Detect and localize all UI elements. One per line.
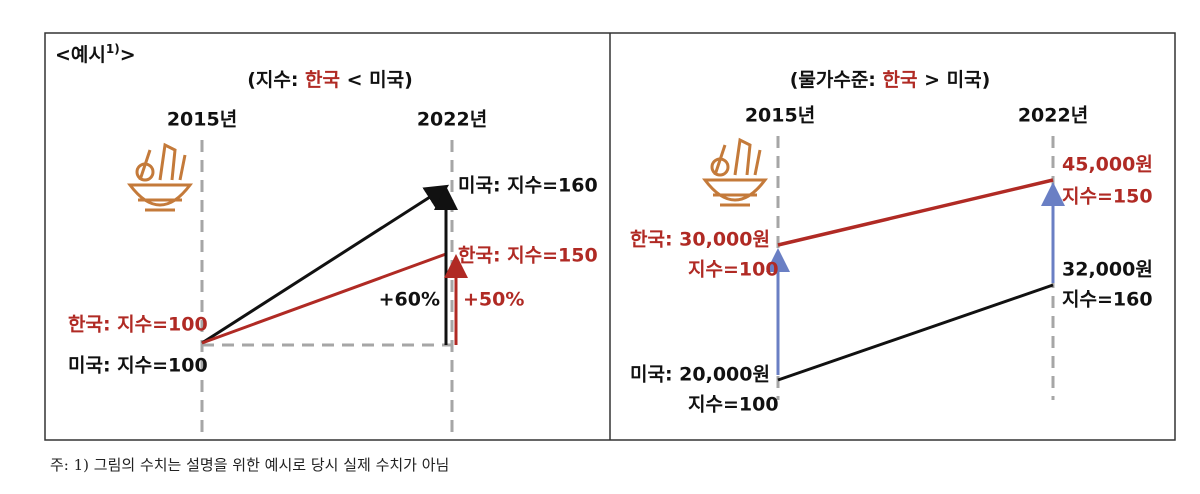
subtitle: (지수: 한국 < 미국): [247, 69, 413, 91]
kr-end-label: 한국: 지수=150: [458, 245, 598, 267]
subtitle-rest: > 미국): [918, 69, 991, 91]
footnote: 주: 1) 그림의 수치는 설명을 위한 예시로 당시 실제 수치가 아님: [50, 456, 449, 474]
subtitle-open: (물가수준:: [790, 69, 883, 91]
us-start-index: 지수=100: [688, 394, 779, 416]
year-label: 2022년: [417, 109, 487, 131]
basket-icon: [126, 142, 194, 212]
subtitle: (물가수준: 한국 > 미국): [790, 69, 991, 91]
us-end-label: 미국: 지수=160: [458, 175, 598, 197]
us-end-index: 지수=160: [1062, 289, 1153, 311]
kr-start-index: 지수=100: [688, 259, 779, 281]
us-change: +60%: [379, 289, 440, 311]
label-suffix: >: [120, 44, 136, 66]
subtitle-korea: 한국: [883, 69, 918, 91]
us-start-label: 미국: 지수=100: [68, 355, 208, 377]
us-line: [777, 283, 1054, 382]
year-label: 2015년: [167, 109, 237, 131]
kr-end-price: 45,000원: [1062, 154, 1153, 176]
year-label: 2015년: [745, 105, 815, 127]
kr-end-index: 지수=150: [1062, 186, 1153, 208]
kr-line: [777, 178, 1054, 247]
label-prefix: <예시: [55, 44, 106, 66]
us-line: [201, 184, 450, 345]
subtitle-rest: < 미국): [340, 69, 413, 91]
label-sup: 1): [106, 42, 120, 56]
kr-line: [201, 252, 447, 345]
year-label: 2022년: [1018, 105, 1088, 127]
kr-start-price: 한국: 30,000원: [630, 229, 770, 251]
subtitle-open: (지수:: [247, 69, 305, 91]
us-start-price: 미국: 20,000원: [630, 364, 770, 386]
us-end-price: 32,000원: [1062, 259, 1153, 281]
kr-start-label: 한국: 지수=100: [68, 314, 208, 336]
subtitle-korea: 한국: [305, 69, 340, 91]
basket-icon: [701, 137, 769, 207]
example-label: <예시1)>: [55, 42, 136, 66]
kr-change: +50%: [463, 289, 524, 311]
